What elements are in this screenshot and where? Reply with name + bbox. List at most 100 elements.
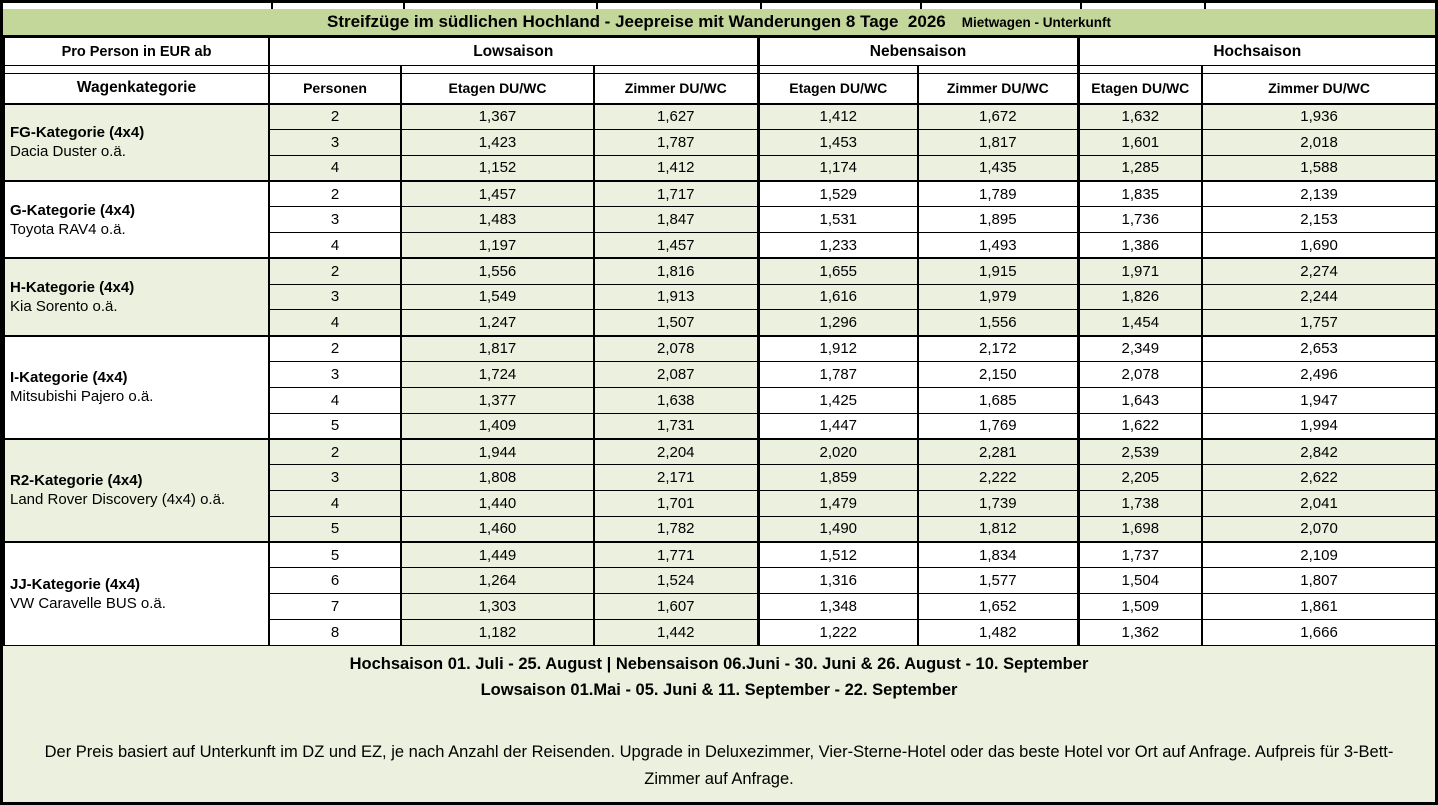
price-cell: 1,895 (917, 206, 1080, 233)
persons-cell: 4 (268, 309, 402, 337)
persons-cell: 7 (268, 593, 402, 620)
price-cell: 2,222 (917, 464, 1080, 491)
price-cell: 2,274 (1201, 257, 1435, 285)
price-cell: 1,412 (592, 154, 760, 182)
price-cell: 1,666 (1201, 618, 1435, 646)
price-cell: 1,425 (756, 386, 920, 414)
price-cell: 1,782 (592, 515, 760, 543)
spacer-cell (3, 65, 270, 74)
price-cell: 2,041 (1201, 489, 1435, 517)
table-row: 3 1,483 1,847 1,531 1,895 1,736 2,153 (4, 206, 1435, 233)
persons-cell: 2 (268, 437, 402, 466)
price-cell: 1,737 (1076, 541, 1204, 569)
price-cell: 1,524 (592, 567, 760, 595)
title-bar: Streifzüge im südlichen Hochland - Jeepr… (3, 9, 1435, 37)
column-border-tick (403, 3, 405, 9)
price-cell: 1,453 (756, 128, 920, 156)
price-cell: 2,070 (1201, 515, 1435, 543)
category-name: G-Kategorie (4x4) (10, 201, 136, 219)
price-cell: 1,447 (756, 412, 920, 440)
table-row: G-Kategorie (4x4) Toyota RAV4 o.ä. 2 1,457 1… (3, 179, 1435, 259)
price-cell: 1,835 (1076, 179, 1204, 208)
price-cell: 1,736 (1076, 206, 1204, 233)
category-vehicle: VW Caravelle BUS o.ä. (10, 594, 166, 612)
price-cell: 1,808 (400, 464, 595, 491)
price-cell: 1,442 (592, 618, 760, 646)
persons-cell: 3 (268, 283, 402, 311)
price-cell: 2,139 (1201, 179, 1435, 208)
price-cell: 1,789 (917, 179, 1080, 208)
price-cell: 1,386 (1076, 231, 1204, 259)
price-cell: 1,807 (1201, 567, 1435, 595)
spacer-cell (592, 65, 760, 74)
price-cell: 1,529 (756, 179, 920, 208)
price-cell: 1,771 (592, 541, 760, 569)
personen-header: Personen (268, 73, 402, 104)
category-cell: R2-Kategorie (4x4) Land Rover Discovery (… (3, 437, 270, 543)
price-cell: 1,531 (756, 206, 920, 233)
persons-cell: 5 (268, 515, 402, 543)
price-cell: 1,979 (917, 283, 1080, 311)
price-cell: 1,377 (400, 386, 595, 414)
price-cell: 2,204 (592, 437, 760, 466)
hoch-etagen-header: Etagen DU/WC (1076, 73, 1204, 104)
price-cell: 1,690 (1201, 231, 1435, 259)
price-cell: 1,817 (917, 128, 1080, 156)
price-cell: 1,816 (592, 257, 760, 285)
season-dates-line-1: Hochsaison 01. Juli - 25. August | Neben… (349, 654, 1089, 673)
persons-cell: 4 (268, 154, 402, 182)
category-name: JJ-Kategorie (4x4) (10, 575, 141, 593)
price-cell: 1,834 (917, 541, 1080, 569)
persons-cell: 3 (268, 360, 402, 388)
footer-notes: Hochsaison 01. Juli - 25. August | Neben… (3, 646, 1435, 793)
price-cell: 1,944 (400, 437, 595, 466)
table-row: 4 1,440 1,701 1,479 1,739 1,738 2,041 (4, 489, 1435, 517)
price-cell: 1,509 (1076, 593, 1204, 620)
price-cell: 1,316 (756, 567, 920, 595)
table-row: 3 1,808 2,171 1,859 2,222 2,205 2,622 (4, 464, 1435, 491)
category-cell: JJ-Kategorie (4x4) VW Caravelle BUS o.ä. (3, 541, 270, 646)
column-border-tick (760, 3, 762, 9)
price-cell: 1,787 (756, 360, 920, 388)
price-cell: 1,724 (400, 360, 595, 388)
price-cell: 1,423 (400, 128, 595, 156)
price-cell: 1,652 (917, 593, 1080, 620)
season-header-row: Pro Person in EUR ab Lowsaison Nebensais… (3, 37, 1435, 66)
price-cell: 1,577 (917, 567, 1080, 595)
persons-cell: 2 (268, 102, 402, 130)
persons-cell: 8 (268, 618, 402, 646)
top-strip (3, 3, 1435, 9)
category-cell: G-Kategorie (4x4) Toyota RAV4 o.ä. (3, 179, 270, 259)
price-cell: 1,197 (400, 231, 595, 259)
low-zimmer-header: Zimmer DU/WC (592, 73, 760, 104)
persons-cell: 6 (268, 567, 402, 595)
price-cell: 2,171 (592, 464, 760, 491)
price-cell: 1,348 (756, 593, 920, 620)
price-cell: 1,915 (917, 257, 1080, 285)
persons-cell: 5 (268, 541, 402, 569)
category-cell: I-Kategorie (4x4) Mitsubishi Pajero o.ä. (3, 334, 270, 440)
column-border-tick (1080, 3, 1082, 9)
table-row: 6 1,264 1,524 1,316 1,577 1,504 1,807 (4, 567, 1435, 595)
price-cell: 1,504 (1076, 567, 1204, 595)
price-cell: 1,512 (756, 541, 920, 569)
price-cell: 2,496 (1201, 360, 1435, 388)
price-cell: 1,152 (400, 154, 595, 182)
price-cell: 1,435 (917, 154, 1080, 182)
price-cell: 2,539 (1076, 437, 1204, 466)
table-row: FG-Kategorie (4x4) Dacia Duster o.ä. 2 1,36… (3, 102, 1435, 182)
column-border-tick (271, 3, 273, 9)
price-cell: 1,493 (917, 231, 1080, 259)
price-cell: 1,738 (1076, 489, 1204, 517)
price-cell: 1,285 (1076, 154, 1204, 182)
spacer-row (3, 65, 1435, 74)
price-cell: 1,490 (756, 515, 920, 543)
persons-cell: 4 (268, 386, 402, 414)
price-cell: 2,150 (917, 360, 1080, 388)
table-row: 8 1,182 1,442 1,222 1,482 1,362 1,666 (4, 618, 1435, 646)
price-cell: 1,769 (917, 412, 1080, 440)
price-cell: 1,549 (400, 283, 595, 311)
spacer-cell (756, 65, 920, 74)
spacer-cell (1076, 65, 1204, 74)
